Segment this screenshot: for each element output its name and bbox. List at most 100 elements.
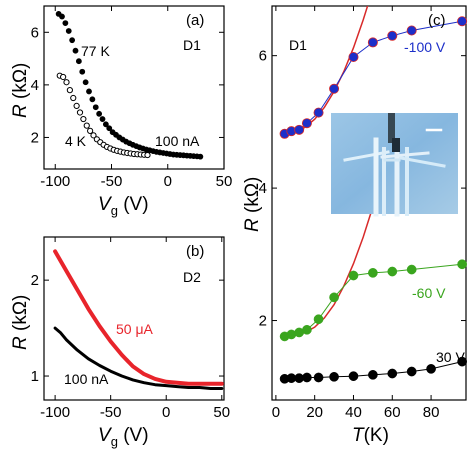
panel-a-point xyxy=(63,79,70,86)
panel-a-point xyxy=(197,153,204,160)
panel-c-point xyxy=(387,266,398,277)
panel-c-point xyxy=(294,124,305,135)
panel-c-point xyxy=(348,270,359,281)
panel-a-point xyxy=(79,68,86,75)
panel-c-point xyxy=(313,107,324,118)
panel-b-ytick-label: 1 xyxy=(31,368,39,385)
panel-c-point xyxy=(457,259,467,270)
panel-a-annotation-77k: 77 K xyxy=(81,43,110,59)
device-micrograph-inset xyxy=(331,113,458,217)
panel-c-point xyxy=(348,51,359,62)
panel-b-xtick-label: -100 xyxy=(40,404,70,421)
panel-c-point xyxy=(302,372,312,383)
panel-c-xtick-label: 60 xyxy=(384,404,401,421)
panel-a-point xyxy=(66,87,73,94)
panel-c-series-30v xyxy=(279,356,467,384)
panel-c-ytick-label: 6 xyxy=(259,48,267,65)
panel-a-xlabel: Vg (V) xyxy=(98,194,149,218)
panel-c-point xyxy=(406,366,417,377)
panel-a-point xyxy=(65,28,72,34)
panel-c-point xyxy=(329,83,340,94)
panel-b-annotation-100na: 100 nA xyxy=(64,371,109,387)
panel-b-ytick-label: 2 xyxy=(31,272,39,289)
panel-c-point xyxy=(329,292,339,303)
panel-a-point xyxy=(76,109,84,116)
panel-a-point xyxy=(60,73,67,81)
panel-c-series-label-minus60v: -60 V xyxy=(412,285,446,301)
panel-a-point xyxy=(62,20,69,26)
panel-c-series-minus100v xyxy=(279,16,468,139)
panel-a-point xyxy=(72,47,79,54)
panel-c-frame xyxy=(271,5,467,401)
panel-b-marks xyxy=(53,249,224,390)
panel-a-annotation-current: 100 nA xyxy=(155,133,200,149)
panel-a-tag: (a) xyxy=(186,12,204,29)
panel-c-point xyxy=(457,16,468,27)
panel-a-marks xyxy=(55,10,204,160)
panel-c-point xyxy=(348,371,359,382)
panel-a-ytick-label: 2 xyxy=(31,129,39,146)
panel-c-xlabel: T(K) xyxy=(352,425,389,446)
panel-a-point xyxy=(89,96,96,103)
panel-a-annotation-4k: 4 K xyxy=(65,133,87,149)
inset-electrodes xyxy=(343,113,446,217)
panel-c-point xyxy=(426,364,436,374)
panel-c-xtick-label: 40 xyxy=(345,404,362,421)
panel-c-point xyxy=(457,356,467,367)
panel-b-xlabel: Vg (V) xyxy=(98,425,149,449)
panel-c-point xyxy=(368,369,378,380)
panel-c-xtick-label: 20 xyxy=(306,404,323,421)
panel-b-line-100na xyxy=(53,326,224,390)
panel-a-point xyxy=(80,115,87,123)
panel-c-point xyxy=(368,268,378,278)
panel-a-frame xyxy=(43,5,225,170)
panel-c-ticks: 0 20 40 60 80 2 4 6 xyxy=(259,6,466,421)
panel-b-xtick-label: 50 xyxy=(213,404,230,421)
panel-b-tag: (b) xyxy=(186,243,204,260)
panel-b-device: D2 xyxy=(183,269,201,285)
panel-a-point xyxy=(69,37,76,44)
panel-a-point xyxy=(90,132,97,139)
panel-b-annotation-50ua: 50 μA xyxy=(116,321,154,337)
panel-c-point xyxy=(387,30,398,41)
panel-a: -100 -50 0 50 2 4 6 (a) D1 77 K 4 K 100 nA R (… xyxy=(10,5,233,218)
panel-a-point xyxy=(86,88,92,95)
panel-a-series-77k xyxy=(55,10,204,160)
panel-a-ylabel: R (kΩ) xyxy=(10,63,31,118)
panel-a-point xyxy=(87,127,94,134)
panel-a-ticks: -100 -50 0 50 2 4 6 xyxy=(31,6,233,190)
panel-a-point xyxy=(96,110,103,117)
panel-a-xtick-label: -50 xyxy=(101,173,123,190)
panel-a-point xyxy=(82,79,89,86)
panel-c-point xyxy=(302,324,312,335)
panel-a-point xyxy=(70,94,77,102)
panel-a-point xyxy=(144,151,151,159)
panel-a-xtick-label: 0 xyxy=(164,173,172,190)
panel-c-xtick-label: 80 xyxy=(423,404,440,421)
panel-c-tag: (c) xyxy=(428,12,446,29)
panel-c-point xyxy=(406,25,417,36)
panel-a-point xyxy=(75,58,82,65)
panel-b-line-50ua xyxy=(53,249,224,386)
panel-a-xtick-label: 50 xyxy=(216,173,233,190)
panel-c-point xyxy=(367,37,378,48)
panel-b-xtick-label: 0 xyxy=(162,404,170,421)
panel-c-point xyxy=(387,368,398,379)
panel-c-ytick-label: 2 xyxy=(259,313,267,330)
panel-a-point xyxy=(106,125,113,132)
panel-a-point xyxy=(59,13,65,20)
panel-c-point xyxy=(329,371,339,382)
panel-c-point xyxy=(313,372,324,383)
panel-c-device: D1 xyxy=(289,37,307,53)
panel-c-series-label-minus100v: -100 V xyxy=(404,39,446,55)
panel-c-point xyxy=(313,314,324,325)
panel-a-ytick-label: 6 xyxy=(31,24,39,41)
panel-b-ticks: -100 -50 0 50 1 2 xyxy=(31,237,230,421)
panel-a-series-4k xyxy=(56,72,151,159)
panel-b-xtick-label: -50 xyxy=(100,404,122,421)
panel-a-ytick-label: 4 xyxy=(31,77,39,94)
panel-a-point xyxy=(99,116,106,122)
panel-c: 0 20 40 60 80 2 4 6 (c) D1 -100 V -60 V 30 V R … xyxy=(242,5,468,446)
